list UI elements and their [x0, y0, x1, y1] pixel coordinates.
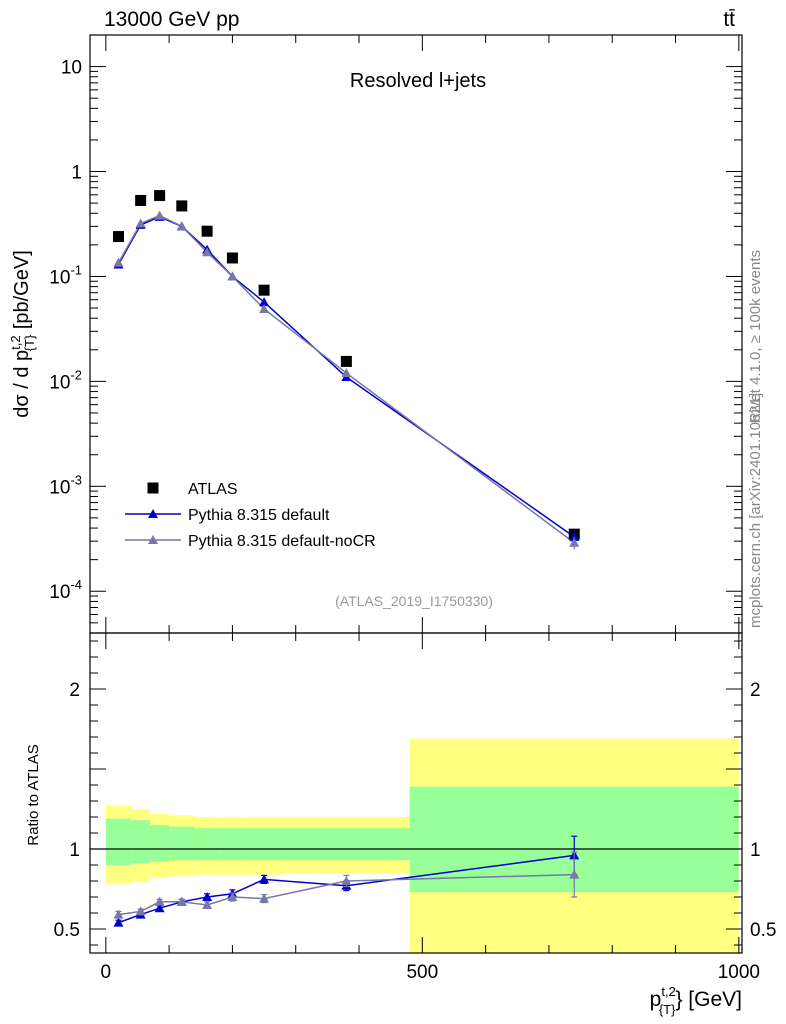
legend: ATLAS Pythia 8.315 default Pythia 8.315 de… — [125, 481, 376, 550]
ratio-point-0 — [259, 874, 270, 884]
chart-title: Resolved l+jets — [350, 70, 486, 92]
uncertainty-band-inner — [105, 818, 132, 865]
energy-label: 13000 GeV pp — [104, 8, 239, 31]
ratio-frame — [89, 632, 743, 954]
ratio-y-tick-label-right: 1 — [750, 840, 761, 861]
data-point-2 — [135, 218, 146, 228]
ratio-point-1 — [341, 876, 352, 885]
ratio-point-1 — [227, 892, 238, 901]
legend-marker — [147, 482, 159, 494]
y-tick-label: 10-2 — [49, 367, 82, 393]
main-ticks: 10-4 10-3 10-2 10-1 1 10 — [49, 34, 742, 634]
main-series — [112, 190, 580, 550]
y-tick-label: 10-3 — [49, 472, 82, 498]
data-point-atlas — [154, 190, 166, 202]
mcplots-label: mcplots.cern.ch [arXiv:2401.10621] — [747, 393, 764, 628]
data-point-atlas — [135, 194, 147, 206]
x-axis-label: pt,2 {T}} [GeV] — [650, 984, 742, 1017]
uncertainty-band-inner — [283, 828, 410, 861]
rivet-version-label: Rivet 4.1.0, ≥ 100k events — [747, 250, 764, 423]
legend-marker — [148, 535, 158, 544]
ratio-point-1 — [259, 893, 270, 903]
data-point-atlas — [258, 284, 270, 296]
ratio-point-1 — [135, 906, 146, 916]
legend-label: Pythia 8.315 default-noCR — [188, 533, 376, 550]
ratio-y-tick-label: 1 — [69, 840, 80, 861]
ratio-y-tick-label-right: 2 — [750, 680, 761, 701]
data-point-2 — [176, 221, 187, 231]
data-point-atlas — [201, 225, 213, 237]
data-point-2 — [569, 537, 580, 547]
ratio-point-1 — [176, 896, 187, 906]
data-point-2 — [227, 271, 238, 281]
ratio-series — [113, 835, 580, 927]
ratio-point-0 — [202, 892, 213, 901]
y-tick-label: 10 — [61, 58, 82, 79]
ratio-ticks: 0.5 0.5 1 1 2 2 0 500 1000 — [54, 633, 776, 983]
data-point-2 — [202, 247, 213, 257]
ratio-point-1 — [113, 909, 124, 919]
main-y-axis-label: dσ / d pt,2{T} [pb/GeV] — [8, 250, 37, 418]
y-tick-label: 10-4 — [49, 577, 82, 603]
main-panel: 10-4 10-3 10-2 10-1 1 10 Resolved l+jets (ATL… — [8, 34, 743, 634]
x-tick-label: 0 — [101, 962, 112, 983]
process-label: tt̄ — [723, 8, 735, 31]
data-point-1 — [259, 297, 270, 307]
uncertainty-band-inner — [219, 828, 246, 861]
legend-marker — [148, 509, 158, 518]
x-tick-label: 1000 — [718, 962, 760, 983]
ratio-point-1 — [202, 900, 213, 909]
data-point-2 — [259, 303, 270, 313]
ratio-point-1 — [154, 896, 165, 906]
data-point-atlas — [340, 355, 352, 367]
ratio-y-tick-label-right: 0.5 — [750, 920, 776, 941]
uncertainty-band-inner — [245, 828, 284, 861]
data-point-atlas — [176, 200, 188, 212]
ratio-bands — [90, 738, 742, 953]
ratio-point-0 — [154, 903, 165, 913]
ratio-panel: 0.5 0.5 1 1 2 2 0 500 1000 Ratio to ATLAS pt,2 {T… — [25, 632, 776, 1017]
legend-label: ATLAS — [188, 481, 238, 498]
ratio-y-axis-label: Ratio to ATLAS — [25, 744, 42, 845]
data-point-atlas — [112, 231, 124, 243]
legend-label: Pythia 8.315 default — [188, 507, 330, 524]
x-tick-label: 500 — [406, 962, 438, 983]
data-point-2 — [113, 257, 124, 267]
y-tick-label: 1 — [71, 163, 82, 184]
y-tick-label: 10-1 — [49, 262, 82, 288]
uncertainty-band-inner — [194, 828, 220, 861]
uncertainty-band-inner — [131, 820, 151, 864]
ratio-point-0 — [113, 917, 124, 927]
uncertainty-band-inner — [169, 826, 195, 861]
data-point-2 — [154, 210, 165, 220]
ratio-y-tick-label: 0.5 — [54, 920, 80, 941]
data-point-2 — [341, 368, 352, 378]
data-point-1 — [569, 531, 580, 541]
ratio-point-1 — [569, 869, 580, 879]
data-point-atlas — [226, 252, 238, 264]
ratio-y-tick-label: 2 — [69, 680, 80, 701]
analysis-tag: (ATLAS_2019_I1750330) — [335, 593, 493, 609]
uncertainty-band-inner — [150, 825, 170, 862]
